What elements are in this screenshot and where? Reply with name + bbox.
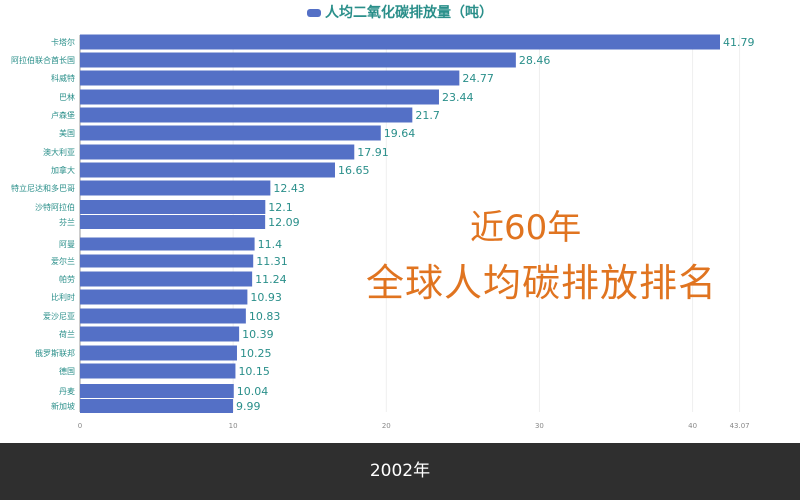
bar[interactable] [80, 254, 254, 268]
bar[interactable] [80, 326, 240, 342]
value-label: 28.46 [519, 54, 551, 67]
bar[interactable] [80, 289, 248, 305]
value-label: 11.24 [255, 273, 287, 286]
bar[interactable] [80, 70, 460, 86]
category-label: 加拿大 [51, 165, 75, 175]
value-label: 16.65 [338, 164, 370, 177]
legend-swatch [307, 9, 321, 17]
bar[interactable] [80, 162, 335, 178]
bar[interactable] [80, 200, 266, 214]
x-tick-label: 20 [382, 422, 391, 430]
bar[interactable] [80, 399, 233, 413]
value-label: 24.77 [462, 72, 494, 85]
value-label: 10.83 [249, 310, 280, 323]
bar[interactable] [80, 107, 413, 123]
legend-label: 人均二氧化碳排放量（吨） [325, 5, 493, 21]
bar[interactable] [80, 215, 266, 229]
category-label: 沙特阿拉伯 [35, 202, 75, 212]
year-label: 2002年 [369, 461, 431, 481]
category-label: 新加坡 [51, 401, 75, 411]
x-tick-label: 40 [688, 422, 697, 430]
category-label: 卡塔尔 [51, 37, 75, 47]
overlay-title-line2: 全球人均碳排放排名 [366, 261, 718, 305]
legend[interactable]: 人均二氧化碳排放量（吨） [0, 2, 800, 22]
x-tick-label: 10 [229, 422, 238, 430]
bar[interactable] [80, 237, 255, 251]
value-label: 12.09 [268, 216, 300, 229]
bar[interactable] [80, 363, 236, 379]
value-label: 10.25 [240, 347, 271, 360]
category-label: 阿拉伯联合酋长国 [11, 55, 75, 65]
bar[interactable] [80, 271, 253, 287]
value-label: 10.15 [238, 365, 270, 378]
bar[interactable] [80, 180, 271, 196]
x-tick-label: 0 [78, 422, 82, 430]
value-label: 11.31 [256, 255, 288, 268]
category-label: 德国 [59, 366, 75, 376]
category-label: 美国 [59, 128, 75, 138]
overlay-title-line1: 近60年 [470, 208, 582, 248]
category-label: 卢森堡 [51, 110, 75, 120]
x-tick-label: 30 [535, 422, 544, 430]
bar[interactable] [80, 384, 234, 398]
category-label: 巴林 [59, 92, 75, 102]
bar[interactable] [80, 34, 720, 50]
value-label: 21.7 [415, 109, 440, 122]
value-label: 41.79 [723, 36, 755, 49]
bar[interactable] [80, 125, 381, 141]
value-label: 23.44 [442, 91, 474, 104]
bar[interactable] [80, 345, 237, 361]
category-label: 芬兰 [59, 217, 75, 227]
category-label: 俄罗斯联邦 [35, 348, 75, 358]
value-label: 12.1 [268, 201, 293, 214]
value-label: 10.93 [250, 291, 282, 304]
bar[interactable] [80, 89, 439, 105]
category-label: 比利时 [51, 292, 75, 302]
bar[interactable] [80, 144, 355, 160]
year-timeline-bar: 2002年 [0, 443, 800, 500]
bar-chart: 0 10 20 30 40 43.07 卡塔尔 41.79 阿拉伯联合酋长国 28.46 科威特 24… [11, 34, 755, 430]
value-label: 12.43 [273, 182, 305, 195]
category-label: 荷兰 [59, 329, 75, 339]
value-label: 11.4 [258, 238, 283, 251]
value-label: 17.91 [357, 146, 389, 159]
category-label: 爱沙尼亚 [43, 312, 75, 321]
category-label: 科威特 [51, 73, 75, 83]
category-label: 爱尔兰 [51, 256, 75, 266]
category-label: 阿曼 [59, 240, 75, 249]
x-tick-label: 43.07 [730, 422, 750, 430]
value-label: 10.04 [237, 385, 269, 398]
value-label: 19.64 [384, 127, 416, 140]
category-label: 特立尼达和多巴哥 [11, 183, 75, 193]
category-label: 帕劳 [59, 274, 75, 284]
value-label: 9.99 [236, 400, 260, 413]
category-label: 澳大利亚 [43, 147, 75, 157]
bar[interactable] [80, 308, 246, 324]
category-label: 丹麦 [59, 386, 75, 396]
bar[interactable] [80, 52, 516, 68]
value-label: 10.39 [242, 328, 273, 341]
